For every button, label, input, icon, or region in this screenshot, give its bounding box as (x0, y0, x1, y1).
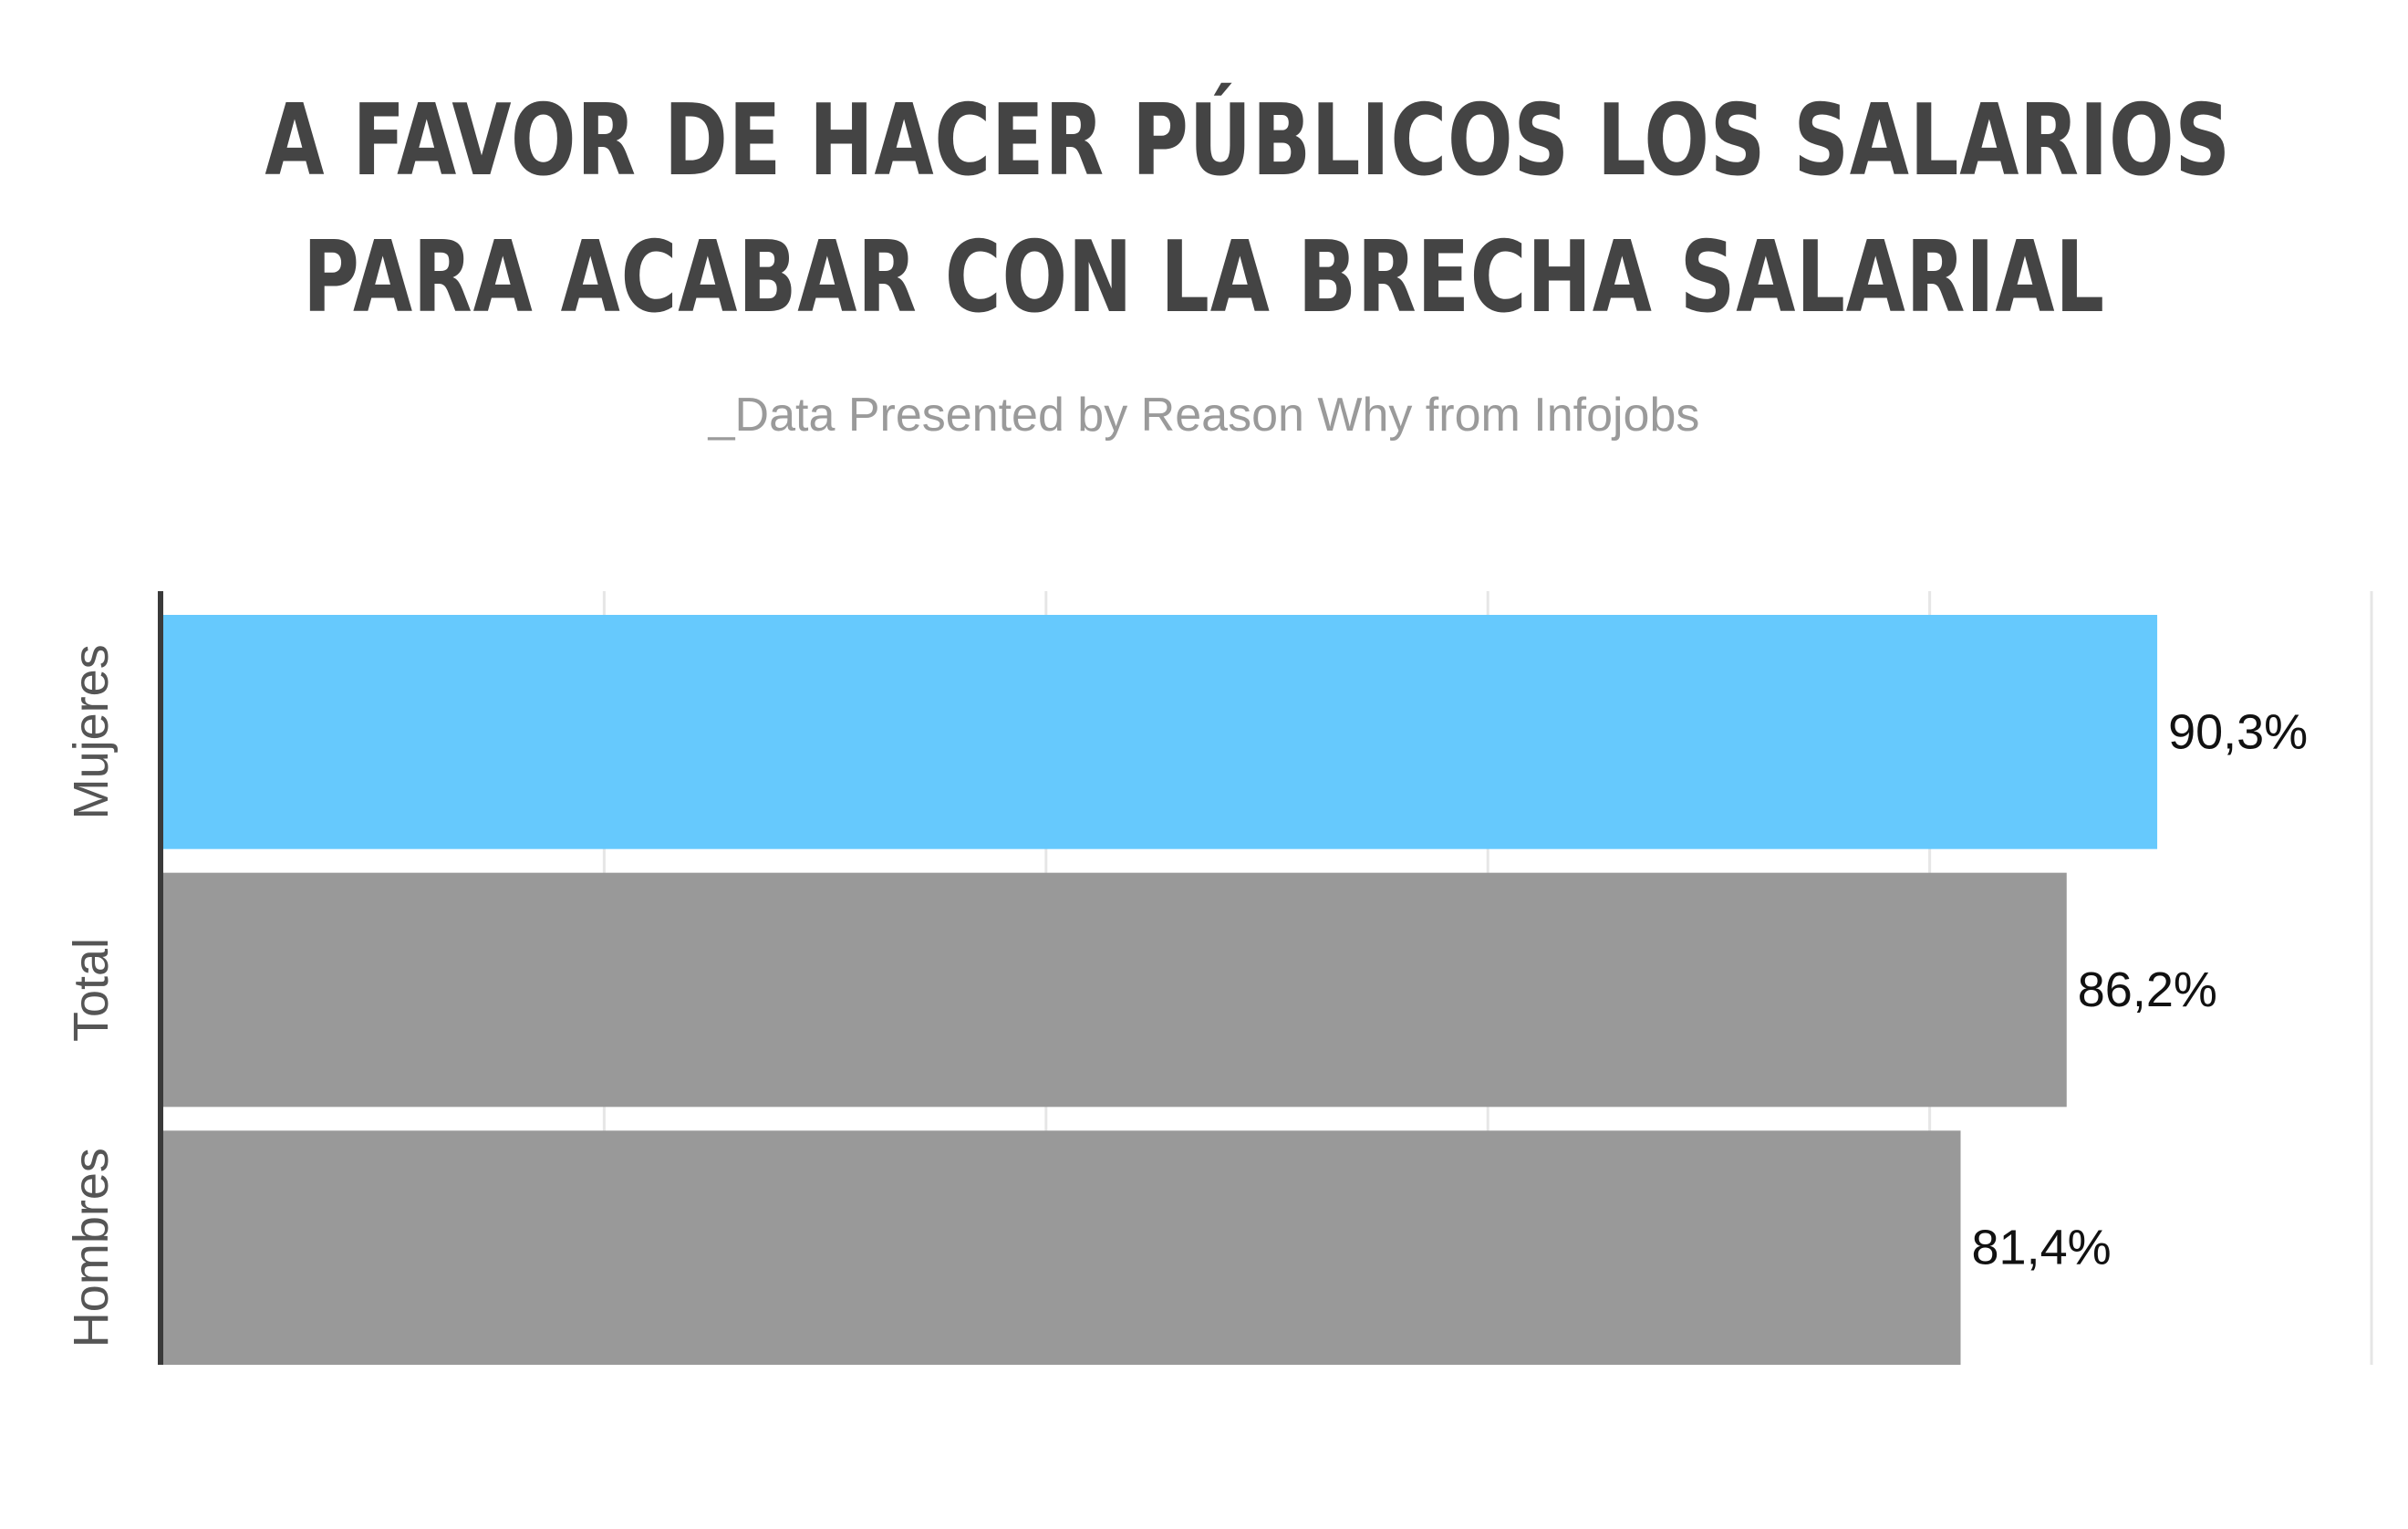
category-label-mujeres: Mujeres (64, 644, 119, 819)
value-label-total: 86,2% (2078, 962, 2217, 1017)
bar-total (162, 872, 2067, 1108)
chart-subtitle: _Data Presented by Reason Why from Infoj… (708, 389, 1700, 442)
chart-title-line-1: A FAVOR DE HACER PÚBLICOS LOS SALARIOS (265, 84, 2231, 198)
category-label-hombres: Hombres (64, 1148, 119, 1347)
bars (162, 615, 2158, 1365)
value-label-hombres: 81,4% (1972, 1221, 2112, 1275)
category-label-total: Total (64, 938, 119, 1042)
chart-title: A FAVOR DE HACER PÚBLICOS LOS SALARIOS P… (265, 73, 2231, 347)
bar-hombres (162, 1130, 1961, 1365)
chart-title-line-2: PARA ACABAR CON LA BRECHA SALARIAL (303, 221, 2105, 335)
value-label-mujeres: 90,3% (2168, 704, 2308, 759)
bar-mujeres (162, 615, 2158, 849)
category-labels: Mujeres Total Hombres (64, 644, 119, 1347)
value-labels: 90,3% 86,2% 81,4% (1972, 704, 2309, 1274)
